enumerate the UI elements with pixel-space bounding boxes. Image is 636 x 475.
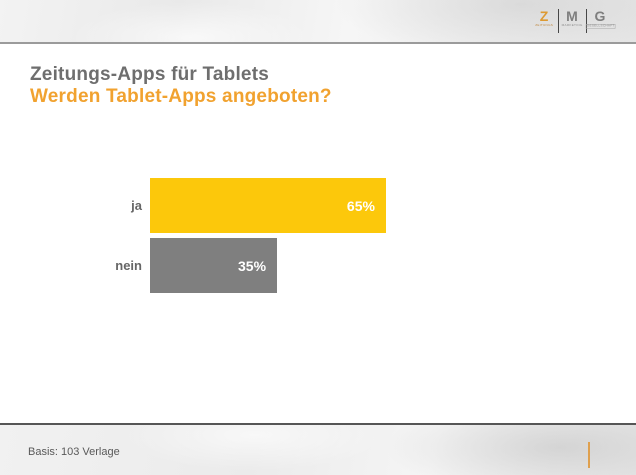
slide-subtitle: Werden Tablet-Apps angeboten? (30, 86, 332, 107)
logo-word-wrap: MARKETING (559, 24, 586, 31)
category-label: nein (115, 258, 142, 273)
logo-word-wrap: ZEITUNGS (531, 24, 558, 31)
logo-divider (558, 9, 559, 33)
chart-row-nein: nein 35% (30, 238, 513, 293)
chart-rows: ja 65% nein 35% (30, 178, 513, 293)
logo-column-g: G GESELLSCHAFT (585, 8, 616, 33)
bar-track: 65% (150, 178, 513, 233)
bar-nein: 35% (150, 238, 278, 293)
footer-band: Basis: 103 Verlage (0, 423, 636, 475)
logo-letter-z: Z (539, 8, 550, 24)
logo-word-wrap: GESELLSCHAFT (585, 24, 616, 33)
logo-column-z: Z ZEITUNGS (531, 9, 558, 33)
title-block: Zeitungs-Apps für Tablets Werden Tablet-… (30, 64, 332, 108)
logo-word-zeitungs: ZEITUNGS (535, 24, 554, 28)
slide-title: Zeitungs-Apps für Tablets (30, 64, 269, 85)
value-label: 35% (238, 257, 267, 274)
logo-column-m: M MARKETING (559, 9, 586, 33)
header-band: Z ZEITUNGS M MARKETING G GESELLSCHAFT (0, 0, 636, 44)
logo-word-gesellschaft: GESELLSCHAFT (585, 24, 616, 29)
footer-accent-tick (588, 442, 590, 468)
bar-track: 35% (150, 238, 513, 293)
logo-word-marketing: MARKETING (562, 24, 583, 28)
logo-divider (586, 9, 587, 33)
logo-letter-m: M (566, 8, 579, 24)
category-label: ja (131, 198, 142, 213)
bar-chart: ja 65% nein 35% (30, 178, 513, 293)
basis-note: Basis: 103 Verlage (28, 446, 120, 458)
bar-ja: 65% (150, 178, 386, 233)
value-label: 65% (346, 197, 375, 214)
logo-letter-g: G (594, 8, 607, 24)
chart-row-ja: ja 65% (30, 178, 513, 233)
zmg-logo: Z ZEITUNGS M MARKETING G GESELLSCHAFT (531, 8, 616, 33)
